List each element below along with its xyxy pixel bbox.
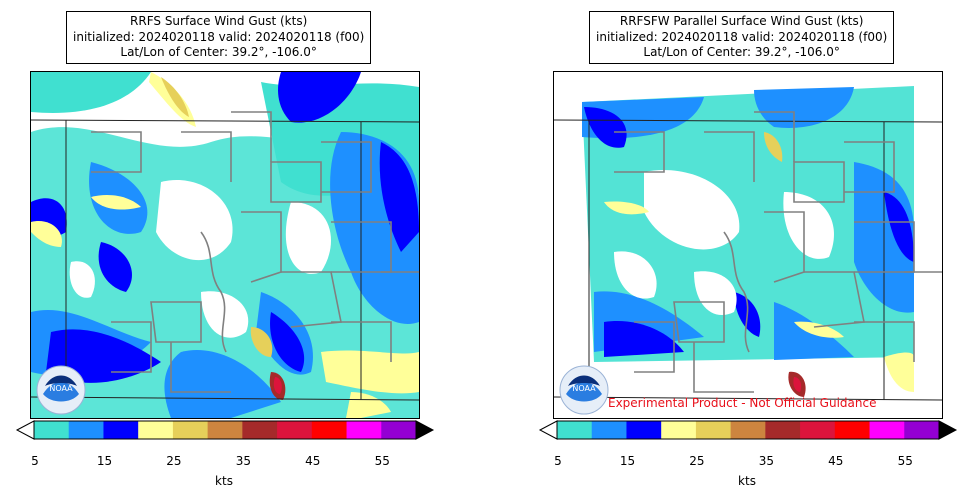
left-colorbar-svg [15,420,435,440]
right-colorbar-swatch [591,421,627,439]
right-colorbar-under-arrow [538,420,558,440]
left-colorbar-under-arrow [15,420,35,440]
right-colorbar-tick-label: 25 [689,454,705,468]
right-colorbar-tick-label: 45 [828,454,844,468]
left-map-svg [31,72,419,418]
left-map[interactable]: NOAA [30,71,420,419]
right-title-box: RRFSFW Parallel Surface Wind Gust (kts) … [589,11,895,64]
left-colorbar-swatch [138,421,174,439]
left-colorbar-over-arrow [415,420,435,440]
left-colorbar-swatch [242,421,278,439]
left-colorbar [15,420,435,440]
right-colorbar-swatch [730,421,766,439]
right-colorbar-tick-label: 5 [554,454,562,468]
left-logo-text: NOAA [49,384,73,393]
left-colorbar-tick-label: 35 [235,454,251,468]
left-title-line3: Lat/Lon of Center: 39.2°, -106.0° [120,45,317,59]
left-colorbar-swatch [172,421,209,439]
right-panel: RRFSFW Parallel Surface Wind Gust (kts) … [523,0,971,504]
right-colorbar-tick-label: 55 [897,454,913,468]
right-title-line2: initialized: 2024020118 valid: 202402011… [596,29,888,44]
right-colorbar-swatch [834,421,871,439]
right-colorbar-over-arrow [938,420,958,440]
right-colorbar-tick-label: 15 [619,454,636,468]
right-noaa-logo: NOAA [558,364,610,416]
left-colorbar-ticks: 5 15 25 35 45 55 [31,454,415,468]
right-map-svg [554,72,942,418]
left-colorbar-tick-label: 5 [31,454,39,468]
left-colorbar-unit: kts [215,474,233,488]
left-colorbar-tick-label: 45 [305,454,321,468]
left-colorbar-tick-label: 15 [96,454,113,468]
left-colorbar-swatch [381,421,417,439]
left-colorbar-swatch [311,421,348,439]
right-colorbar-swatch [626,421,662,439]
right-colorbar-ticks: 5 15 25 35 45 55 [554,454,938,468]
right-colorbar-swatch [557,421,593,439]
left-colorbar-swatch [346,421,382,439]
left-colorbar-swatch [68,421,104,439]
right-colorbar [538,420,958,440]
experimental-watermark: Experimental Product - Not Official Guid… [608,396,877,410]
right-colorbar-swatch [695,421,732,439]
right-map[interactable]: NOAA Experimental Product - Not Official… [553,71,943,419]
right-logo-text: NOAA [572,384,596,393]
left-colorbar-tick-label: 25 [166,454,182,468]
left-panel: RRFS Surface Wind Gust (kts) initialized… [0,0,460,504]
right-colorbar-unit: kts [738,474,756,488]
left-colorbar-swatch [277,421,313,439]
right-colorbar-swatch [765,421,801,439]
left-noaa-logo: NOAA [35,364,87,416]
left-colorbar-swatch [207,421,243,439]
left-colorbar-swatch [34,421,70,439]
right-colorbar-svg [538,420,958,440]
right-colorbar-swatch [661,421,697,439]
right-colorbar-swatch [869,421,905,439]
right-colorbar-swatch [800,421,836,439]
left-title-box: RRFS Surface Wind Gust (kts) initialized… [66,11,372,64]
left-colorbar-tick-label: 55 [374,454,390,468]
left-colorbar-swatch [103,421,139,439]
left-title-line1: RRFS Surface Wind Gust (kts) [130,14,308,28]
right-title-line1: RRFSFW Parallel Surface Wind Gust (kts) [619,14,864,28]
left-title-line2: initialized: 2024020118 valid: 202402011… [73,29,365,44]
right-title-line3: Lat/Lon of Center: 39.2°, -106.0° [643,45,840,59]
right-colorbar-swatch [904,421,940,439]
right-colorbar-tick-label: 35 [758,454,774,468]
